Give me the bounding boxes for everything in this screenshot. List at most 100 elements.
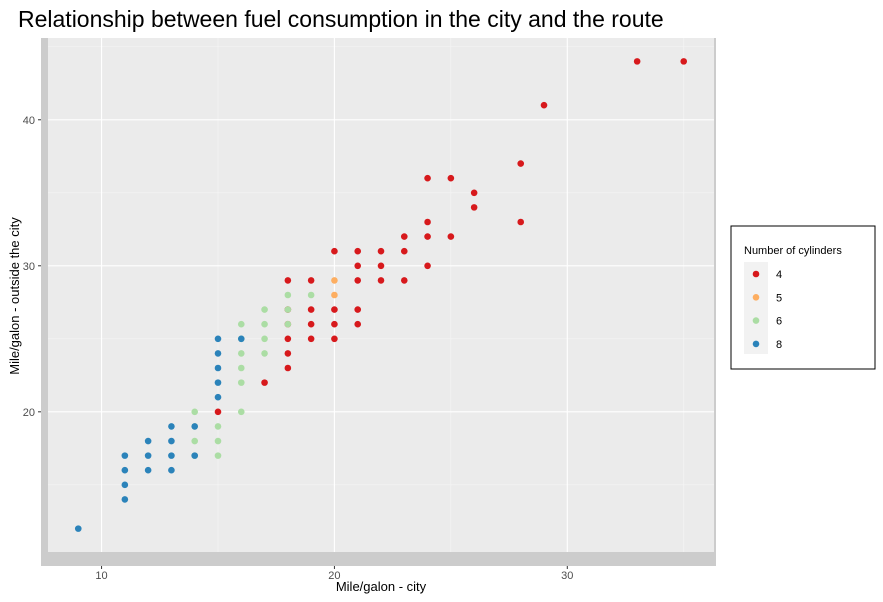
y-tick-label: 40 [23, 115, 35, 127]
data-point-cyl-8 [121, 466, 129, 474]
data-point-cyl-6 [307, 291, 315, 299]
data-point-cyl-4 [284, 335, 292, 343]
data-point-cyl-4 [400, 233, 408, 240]
data-point-cyl-5 [331, 277, 338, 284]
data-point-cyl-8 [121, 496, 129, 503]
data-point-cyl-4 [331, 335, 338, 343]
data-point-cyl-4 [284, 350, 292, 357]
data-point-cyl-4 [680, 58, 688, 65]
x-tick-label: 30 [561, 570, 573, 582]
data-point-cyl-6 [237, 408, 245, 416]
plot-panel [48, 38, 714, 552]
data-point-cyl-8 [168, 466, 175, 474]
data-point-cyl-8 [121, 452, 129, 459]
legend-label-6: 6 [776, 316, 782, 328]
data-point-cyl-8 [121, 481, 129, 489]
data-point-cyl-8 [191, 423, 199, 430]
legend-key-4 [752, 270, 760, 278]
chart-title: Relationship between fuel consumption in… [18, 6, 664, 32]
data-point-cyl-8 [168, 452, 175, 459]
data-point-cyl-4 [214, 408, 222, 416]
data-point-cyl-4 [424, 233, 431, 240]
legend-key-6 [752, 317, 760, 324]
data-point-cyl-4 [354, 262, 362, 270]
data-point-cyl-4 [284, 277, 292, 284]
data-point-cyl-4 [354, 306, 362, 313]
data-point-cyl-6 [261, 320, 268, 328]
y-tick-label: 20 [23, 407, 35, 419]
data-point-cyl-4 [331, 306, 338, 313]
data-point-cyl-8 [214, 393, 222, 401]
data-point-cyl-8 [214, 350, 222, 357]
data-point-cyl-8 [144, 466, 152, 474]
data-point-cyl-8 [214, 364, 222, 372]
data-point-cyl-4 [284, 364, 292, 372]
data-point-cyl-4 [354, 320, 362, 328]
data-point-cyl-6 [214, 452, 222, 459]
data-point-cyl-8 [168, 423, 175, 430]
data-point-cyl-4 [354, 277, 362, 284]
data-point-cyl-4 [470, 189, 478, 197]
legend-label-5: 5 [776, 292, 782, 304]
data-point-cyl-4 [424, 174, 431, 182]
data-point-cyl-6 [237, 320, 245, 328]
data-point-cyl-4 [540, 101, 548, 109]
data-point-cyl-8 [214, 379, 222, 386]
legend-items: 4 5 6 8 [744, 262, 782, 354]
data-point-cyl-4 [331, 247, 338, 255]
data-point-cyl-4 [400, 247, 408, 255]
data-point-cyl-4 [307, 320, 315, 328]
x-axis-title: Mile/galon - city [336, 579, 427, 594]
data-point-cyl-4 [447, 174, 455, 182]
data-point-cyl-4 [377, 247, 385, 255]
legend-label-8: 8 [776, 339, 782, 351]
legend: Number of cylinders 4 5 6 8 [730, 225, 876, 370]
data-point-cyl-4 [307, 335, 315, 343]
data-point-cyl-4 [424, 218, 431, 226]
data-point-cyl-6 [237, 364, 245, 372]
data-point-cyl-6 [261, 335, 268, 343]
data-point-cyl-4 [377, 277, 385, 284]
data-point-cyl-4 [633, 58, 641, 65]
data-point-cyl-6 [214, 437, 222, 445]
legend-label-4: 4 [776, 269, 782, 281]
data-point-cyl-6 [237, 379, 245, 386]
data-point-cyl-6 [261, 350, 268, 357]
data-point-cyl-6 [214, 423, 222, 430]
data-point-cyl-6 [284, 291, 292, 299]
y-tick-label: 30 [23, 261, 35, 273]
data-point-cyl-4 [400, 277, 408, 284]
data-point-cyl-8 [144, 452, 152, 459]
y-axis-title: Mile/galon - outside the city [7, 217, 22, 375]
data-point-cyl-4 [307, 306, 315, 313]
legend-key-8 [752, 340, 760, 348]
data-point-cyl-4 [517, 160, 525, 167]
data-point-cyl-8 [144, 437, 152, 445]
data-point-cyl-4 [470, 204, 478, 211]
grid-lines [48, 38, 714, 552]
data-point-cyl-6 [191, 437, 199, 445]
data-point-cyl-4 [377, 262, 385, 270]
data-point-cyl-6 [284, 320, 292, 328]
data-point-cyl-4 [447, 233, 455, 240]
legend-title: Number of cylinders [744, 245, 842, 257]
legend-key-background [744, 262, 768, 354]
data-point-cyl-4 [331, 320, 338, 328]
axis-ticks: 10 20 30 20 30 40 [23, 115, 574, 582]
x-tick-label: 20 [328, 570, 340, 582]
data-point-cyl-4 [424, 262, 431, 270]
data-point-cyl-6 [191, 408, 199, 416]
data-point-cyl-6 [284, 306, 292, 313]
data-point-cyl-4 [354, 247, 362, 255]
data-point-cyl-5 [331, 291, 338, 299]
data-point-cyl-8 [237, 335, 245, 343]
data-point-cyl-4 [261, 379, 268, 386]
legend-key-5 [752, 294, 760, 301]
data-point-cyl-8 [191, 452, 199, 459]
data-points [74, 58, 688, 532]
x-tick-label: 10 [95, 570, 107, 582]
data-point-cyl-8 [74, 525, 82, 532]
data-point-cyl-4 [517, 218, 525, 226]
data-point-cyl-6 [237, 350, 245, 357]
